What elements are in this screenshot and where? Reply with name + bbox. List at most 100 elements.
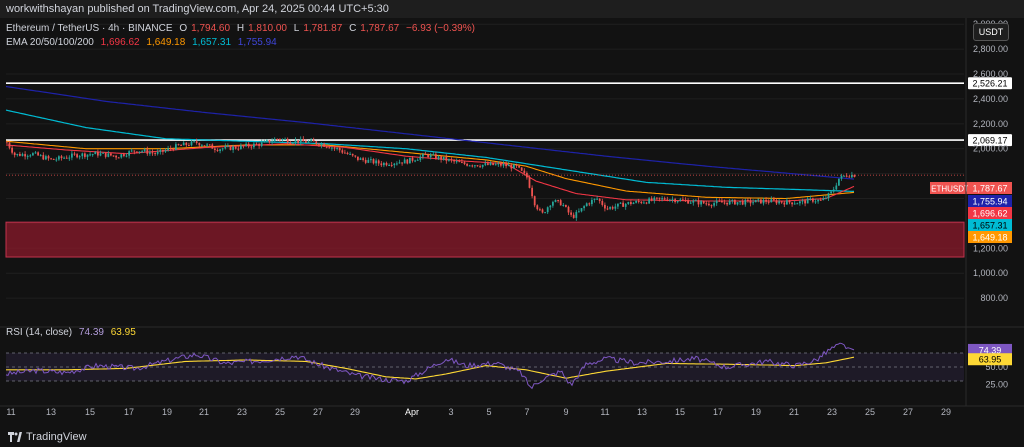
candle-body [240, 145, 242, 149]
candle-body [780, 201, 783, 203]
candle-body [185, 142, 188, 146]
candle-body [601, 200, 604, 205]
time-axis-tick: 21 [199, 407, 209, 417]
candle-body [715, 200, 718, 204]
candle-body [731, 199, 734, 201]
candle-body [260, 142, 263, 146]
time-axis-tick: 11 [600, 407, 609, 417]
rsi-ma-legend-value: 63.95 [110, 327, 136, 338]
candle-body [442, 156, 445, 160]
indicator-price-tag [968, 207, 1012, 219]
candle-body [572, 214, 575, 218]
candle-body [666, 199, 669, 201]
ema200-line [5, 85, 855, 180]
rsi-value-label: 74.39 [979, 345, 1002, 355]
candle-body [364, 159, 367, 163]
publisher-bar: workwithshayan published on TradingView.… [0, 0, 1024, 18]
candle-body [549, 205, 552, 208]
candle-body [26, 155, 29, 157]
candle-body [398, 162, 401, 164]
candle-body [63, 157, 65, 159]
candle-body [692, 200, 695, 203]
candle-body [606, 208, 609, 210]
candle-body [177, 144, 180, 146]
candle-body [216, 149, 219, 152]
price-axis-tick: 2,200.00 [973, 119, 1008, 129]
candle-body [273, 138, 276, 142]
candle-body [284, 138, 286, 140]
candle-body [440, 156, 442, 160]
candle-body [832, 189, 835, 192]
candle-body [424, 153, 427, 155]
price-axis-tick: 2,000.00 [973, 144, 1008, 154]
candle-body [307, 141, 310, 143]
candle-body [804, 200, 806, 204]
level-price-tag [968, 77, 1012, 90]
candle-body [674, 199, 676, 202]
rsi-value-tag [968, 343, 1012, 356]
candle-body [643, 202, 645, 204]
candle-body [190, 141, 193, 146]
candle-body [765, 199, 767, 202]
candle-body [617, 203, 619, 207]
candle-body [562, 205, 565, 207]
candle-body [227, 145, 229, 147]
candle-body [253, 143, 255, 148]
candle-body [167, 148, 169, 151]
candle-body [843, 175, 845, 177]
candle-body [627, 202, 630, 204]
candle-body [817, 199, 819, 202]
candle-body [427, 154, 429, 158]
candle-body [370, 159, 372, 161]
candle-body [778, 201, 780, 204]
candle-body [630, 202, 632, 205]
candle-body [578, 211, 580, 213]
time-axis-tick: 15 [675, 407, 685, 417]
candle-body [429, 154, 432, 158]
candle-body [791, 202, 793, 205]
candle-body [294, 140, 297, 143]
candle-body [354, 155, 357, 157]
candle-body [310, 139, 312, 142]
candle-body [757, 199, 760, 201]
candle-body [247, 143, 250, 147]
candle-body [263, 141, 266, 143]
rsi-ma-line [6, 356, 855, 380]
candle-body [349, 153, 351, 155]
candle-body [151, 152, 154, 154]
chart-canvas[interactable]: 2,526.212,069.173,000.002,800.002,600.00… [0, 18, 1024, 427]
candle-body [422, 153, 424, 157]
ema100-value: 1,657.31 [192, 37, 232, 48]
candle-body [507, 165, 510, 167]
candle-body [801, 200, 804, 202]
footer-brand: TradingView [26, 431, 87, 443]
candle-body [474, 165, 476, 167]
time-axis-tick: 9 [563, 407, 568, 417]
candle-body [78, 156, 81, 158]
candle-body [385, 163, 388, 166]
candle-body [107, 153, 110, 157]
candle-body [180, 145, 182, 147]
candle-body [65, 157, 68, 159]
candle-body [783, 202, 786, 205]
candle-body [141, 151, 143, 153]
candle-body [315, 141, 318, 144]
candle-body [747, 199, 749, 201]
candle-body [557, 200, 559, 202]
candle-body [221, 148, 224, 150]
candle-body [830, 191, 832, 194]
candle-body [567, 206, 570, 213]
candle-body [128, 151, 130, 156]
candle-body [377, 160, 380, 164]
rsi-legend-value: 74.39 [78, 327, 104, 338]
candle-body [845, 175, 848, 177]
candle-body [396, 163, 398, 165]
candle-body [123, 154, 125, 156]
candle-body [466, 163, 468, 166]
candle-body [6, 142, 8, 144]
candle-body [476, 165, 479, 167]
candle-body [268, 140, 271, 143]
candle-body [409, 157, 411, 164]
quote-currency-button[interactable]: USDT [973, 23, 1009, 41]
candle-body [403, 159, 406, 164]
